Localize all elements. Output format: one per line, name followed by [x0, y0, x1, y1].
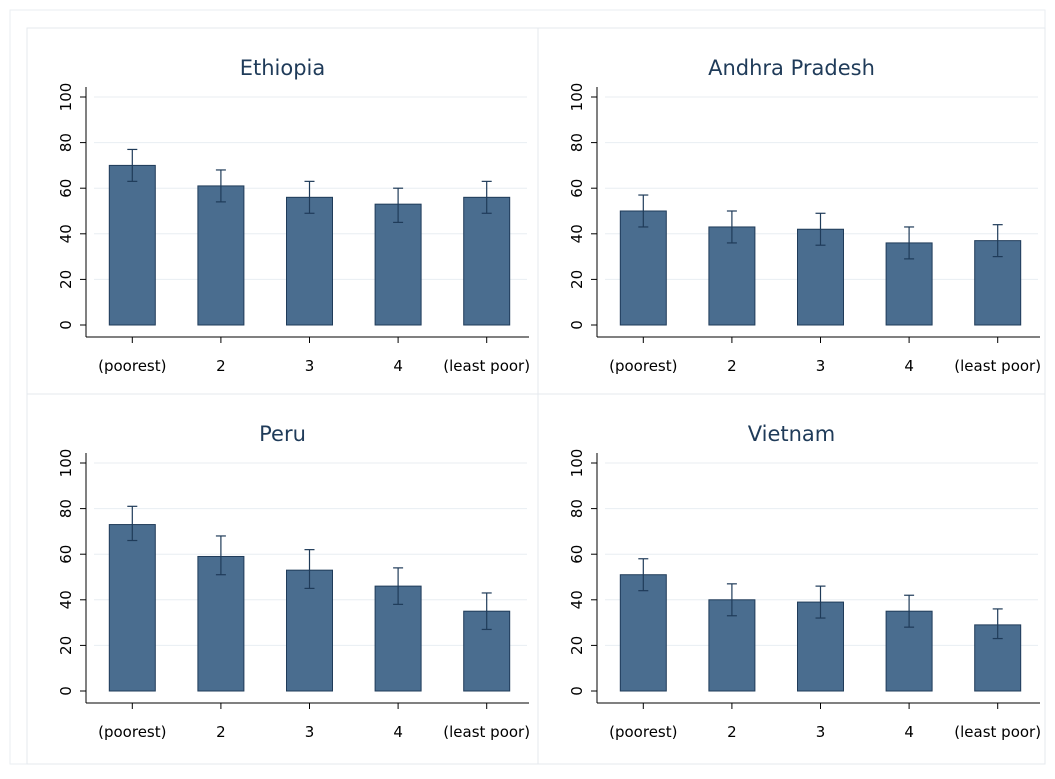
y-tick-label: 80	[57, 133, 75, 152]
panel-title: Andhra Pradesh	[708, 56, 875, 80]
x-tick-label: 3	[305, 723, 315, 741]
x-tick-label: (poorest)	[98, 357, 166, 375]
y-tick-label: 40	[57, 590, 75, 609]
x-tick-label: (poorest)	[609, 723, 677, 741]
panel-3: 0 20 40 60 80 100 (poorest) 2 3 4 (least poor) Peru	[26, 393, 539, 765]
y-tick-label: 100	[568, 449, 586, 478]
x-tick-label: 3	[816, 723, 826, 741]
bar-1	[108, 524, 156, 692]
bar-1	[619, 574, 667, 692]
x-tick-label: (least poor)	[443, 723, 530, 741]
y-tick-label: 20	[568, 270, 586, 289]
panel-title: Vietnam	[748, 422, 836, 446]
y-tick-label: 20	[57, 270, 75, 289]
y-tick-label: 60	[568, 545, 586, 564]
panel-border	[26, 393, 539, 765]
y-tick-label: 80	[57, 499, 75, 518]
x-tick-label: 4	[393, 723, 403, 741]
bar-3	[286, 196, 333, 326]
panel-border	[537, 27, 1046, 395]
bar-1	[108, 164, 156, 326]
bar-2	[197, 555, 245, 692]
bar-2	[197, 185, 245, 326]
y-tick-label: 60	[57, 179, 75, 198]
panel-1: 0 20 40 60 80 100 (poorest) 2 3 4 (least poor) Ethi…	[26, 27, 539, 395]
y-tick-label: 0	[57, 320, 75, 330]
y-tick-label: 100	[57, 449, 75, 478]
bar-4	[374, 203, 422, 326]
x-tick-label: (least poor)	[443, 357, 530, 375]
y-tick-label: 80	[568, 499, 586, 518]
x-tick-label: 2	[727, 723, 737, 741]
panel-title: Ethiopia	[240, 56, 326, 80]
y-tick-label: 60	[568, 179, 586, 198]
bar-3	[286, 569, 333, 692]
panel-border	[537, 393, 1046, 765]
y-tick-label: 60	[57, 545, 75, 564]
panel-4: 0 20 40 60 80 100 (poorest) 2 3 4 (least poor) Viet…	[537, 393, 1046, 765]
y-tick-label: 0	[57, 686, 75, 696]
x-tick-label: 4	[904, 723, 914, 741]
bar-1	[619, 210, 667, 326]
x-tick-label: 2	[727, 357, 737, 375]
x-tick-label: (poorest)	[609, 357, 677, 375]
panel-2: 0 20 40 60 80 100 (poorest) 2 3 4 (least poor) Andh…	[537, 27, 1046, 395]
y-tick-label: 40	[57, 224, 75, 243]
bar-5	[463, 196, 511, 326]
x-tick-label: 2	[216, 357, 226, 375]
y-tick-label: 20	[57, 636, 75, 655]
y-tick-label: 100	[57, 83, 75, 112]
y-tick-label: 0	[568, 686, 586, 696]
x-tick-label: 4	[904, 357, 914, 375]
x-tick-label: (least poor)	[954, 723, 1041, 741]
y-tick-label: 40	[568, 224, 586, 243]
y-tick-label: 100	[568, 83, 586, 112]
x-tick-label: 4	[393, 357, 403, 375]
y-tick-label: 0	[568, 320, 586, 330]
y-tick-label: 20	[568, 636, 586, 655]
panel-title: Peru	[259, 422, 306, 446]
x-tick-label: (least poor)	[954, 357, 1041, 375]
x-tick-label: 3	[305, 357, 315, 375]
x-tick-label: 3	[816, 357, 826, 375]
panel-border	[26, 27, 539, 395]
y-tick-label: 80	[568, 133, 586, 152]
x-tick-label: (poorest)	[98, 723, 166, 741]
y-tick-label: 40	[568, 590, 586, 609]
x-tick-label: 2	[216, 723, 226, 741]
